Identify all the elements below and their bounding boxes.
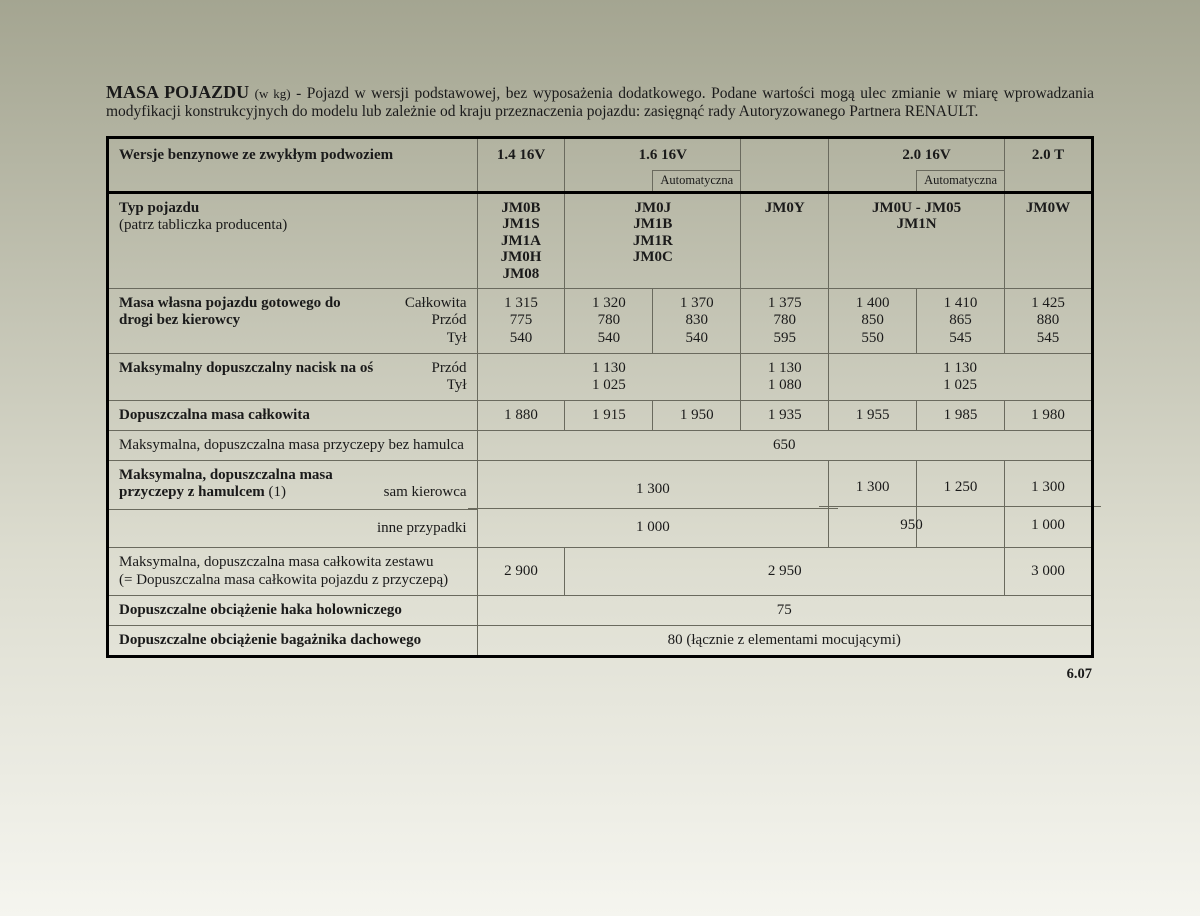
tb-r2-g1: 1 000 [478, 509, 829, 546]
tb-r1-g1: 1 300 [478, 463, 829, 508]
m-c4-1: 850 [861, 312, 884, 328]
document-page: MASA POJAZDU (w kg) - Pojazd w wersji po… [0, 0, 1200, 658]
m-c4a-2: 545 [949, 330, 972, 346]
axle-g3-0: 1 130 [943, 360, 977, 376]
row-roof: Dopuszczalne obciążenie bagażnika dachow… [108, 625, 1093, 656]
m-c4a-1: 865 [949, 312, 972, 328]
m-c6-1: 880 [1037, 312, 1060, 328]
type-c2: JM0J JM1B JM1R JM0C [565, 194, 740, 272]
axle-front: Przód [432, 360, 467, 376]
gvw-c3: 1 935 [741, 401, 828, 430]
tb-r1-c4: 1 300 [829, 461, 916, 506]
axle-label: Maksymalny dopuszczalny nacisk na oś [119, 360, 373, 376]
row-towball: Dopuszczalne obciążenie haka holowniczeg… [108, 595, 1093, 625]
tb-r2-c6: 1 000 [1005, 507, 1091, 544]
col-20-auto: Automatyczna [916, 170, 1004, 191]
gtw-g2: 2 950 [565, 557, 1004, 586]
intro-paragraph: MASA POJAZDU (w kg) - Pojazd w wersji po… [106, 82, 1094, 122]
row-trailer-braked: Maksymalna, dopuszczalna masa przyczepy … [108, 461, 1093, 548]
m-c2-2: 540 [598, 330, 621, 346]
gvw-c2: 1 915 [565, 401, 652, 430]
tb-r2-g2: 950 [819, 507, 1004, 544]
curb-front: Przód [432, 312, 467, 328]
tb-r1-c6: 1 300 [1005, 461, 1091, 506]
row-axle-load: Maksymalny dopuszczalny nacisk na oś Prz… [108, 353, 1093, 401]
curb-total: Całkowita [405, 295, 467, 311]
col-20: 2.0 16V [829, 139, 1004, 170]
trailer-braked-note: (1) [269, 484, 287, 500]
weights-table: Wersje benzynowe ze zwykłym podwoziem 1.… [106, 136, 1094, 658]
m-c6-0: 1 425 [1031, 295, 1065, 311]
row-gtw: Maksymalna, dopuszczalna masa całkowita … [108, 548, 1093, 596]
roof-label: Dopuszczalne obciążenie bagażnika dachow… [119, 632, 421, 648]
trailer-unbraked-label: Maksymalna, dopuszczalna masa przyczepy … [109, 431, 477, 460]
m-c4-2: 550 [861, 330, 884, 346]
col-14: 1.4 16V [478, 139, 565, 170]
row-type: Typ pojazdu(patrz tabliczka producenta) … [108, 192, 1093, 289]
header-label: Wersje benzynowe ze zwykłym podwoziem [109, 139, 477, 170]
gtw-c6: 3 000 [1005, 557, 1091, 586]
m-c1-0: 1 315 [504, 295, 538, 311]
axle-g3-1: 1 025 [943, 377, 977, 393]
page-number: 6.07 [0, 658, 1200, 683]
gtw-label: Maksymalna, dopuszczalna masa całkowita … [119, 554, 433, 570]
axle-g1-0: 1 130 [592, 360, 626, 376]
gvw-c1: 1 880 [478, 401, 565, 430]
gvw-label: Dopuszczalna masa całkowita [119, 407, 310, 423]
col-16: 1.6 16V [565, 139, 740, 170]
m-c1-1: 775 [510, 312, 533, 328]
unit: (w kg) [255, 86, 291, 101]
trailer-braked-r1lbl: sam kierowca [384, 484, 467, 501]
row-trailer-unbraked: Maksymalna, dopuszczalna masa przyczepy … [108, 431, 1093, 461]
m-c3-0: 1 375 [768, 295, 802, 311]
gvw-c4: 1 955 [829, 401, 916, 430]
m-c6-2: 545 [1037, 330, 1060, 346]
type-label: Typ pojazdu [119, 200, 199, 216]
m-c3-1: 780 [773, 312, 796, 328]
m-c2a-0: 1 370 [680, 295, 714, 311]
type-c1: JM0B JM1S JM1A JM0H JM08 [478, 194, 565, 289]
col-20t: 2.0 T [1005, 139, 1091, 170]
type-sublabel: (patrz tabliczka producenta) [119, 217, 287, 233]
towball-label: Dopuszczalne obciążenie haka holowniczeg… [119, 602, 402, 618]
m-c3-2: 595 [773, 330, 796, 346]
gvw-c6: 1 980 [1005, 401, 1091, 430]
trailer-unbraked-value: 650 [478, 431, 1091, 460]
trailer-braked-label: Maksymalna, dopuszczalna masa przyczepy … [119, 467, 333, 500]
curb-rear: Tył [447, 330, 467, 346]
m-c2-0: 1 320 [592, 295, 626, 311]
m-c4a-0: 1 410 [944, 295, 978, 311]
gtw-c1: 2 900 [478, 557, 565, 586]
row-gvw: Dopuszczalna masa całkowita 1 880 1 915 … [108, 401, 1093, 431]
gvw-c4a: 1 985 [917, 401, 1004, 430]
title: MASA POJAZDU [106, 82, 249, 102]
axle-g2-0: 1 130 [768, 360, 802, 376]
tb-r1-c4a: 1 250 [917, 461, 1004, 506]
row-curb-weight: Masa własna pojazdu gotowego do drogi be… [108, 289, 1093, 354]
roof-value: 80 (łącznie z elementami mocującymi) [478, 626, 1091, 655]
gtw-sublabel: (= Dopuszczalna masa całkowita pojazdu z… [119, 572, 448, 588]
type-c6: JM0W [1005, 194, 1091, 223]
header-row: Wersje benzynowe ze zwykłym podwoziem 1.… [108, 137, 1093, 192]
m-c4-0: 1 400 [856, 295, 890, 311]
type-c4: JM0U - JM05 JM1N [829, 194, 1004, 239]
m-c2-1: 780 [598, 312, 621, 328]
m-c1-2: 540 [510, 330, 533, 346]
trailer-braked-r2lbl: inne przypadki [109, 510, 477, 547]
m-c2a-2: 540 [686, 330, 709, 346]
col-16-auto: Automatyczna [652, 170, 740, 191]
curb-label: Masa własna pojazdu gotowego do drogi be… [119, 295, 341, 328]
m-c2a-1: 830 [686, 312, 709, 328]
gvw-c2a: 1 950 [653, 401, 740, 430]
towball-value: 75 [478, 596, 1091, 625]
axle-rear: Tył [447, 377, 467, 393]
axle-g2-1: 1 080 [768, 377, 802, 393]
axle-g1-1: 1 025 [592, 377, 626, 393]
type-c3: JM0Y [741, 194, 828, 223]
